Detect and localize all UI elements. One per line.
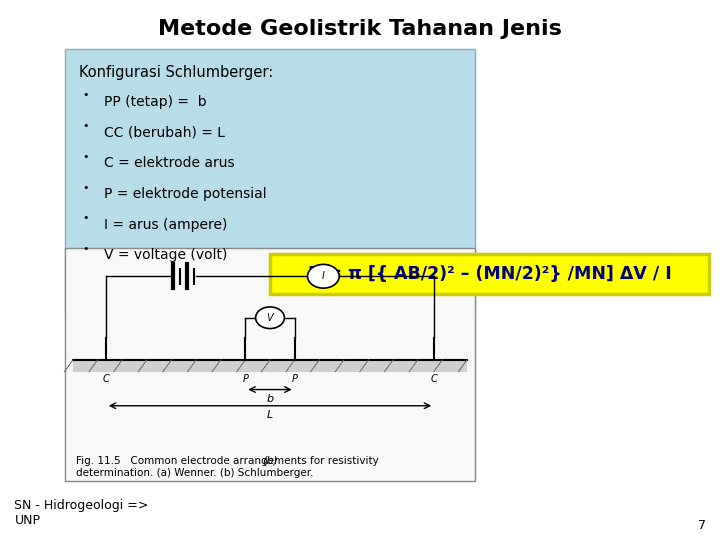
Text: 7: 7 (698, 519, 706, 532)
Text: V = voltage (volt): V = voltage (volt) (104, 248, 228, 262)
FancyBboxPatch shape (65, 248, 475, 481)
Text: C = elektrode arus: C = elektrode arus (104, 156, 235, 170)
Text: •: • (83, 213, 89, 224)
Text: (b): (b) (262, 455, 278, 465)
Text: •: • (83, 183, 89, 193)
Text: P = elektrode potensial: P = elektrode potensial (104, 187, 267, 201)
Text: CC (berubah) = L: CC (berubah) = L (104, 125, 225, 139)
Text: I = arus (ampere): I = arus (ampere) (104, 218, 228, 232)
Text: •: • (83, 90, 89, 100)
Text: SN - Hidrogeologi =>
UNP: SN - Hidrogeologi => UNP (14, 498, 149, 526)
Text: L: L (267, 410, 273, 420)
Text: Metode Geolistrik Tahanan Jenis: Metode Geolistrik Tahanan Jenis (158, 19, 562, 39)
Circle shape (256, 307, 284, 328)
Circle shape (307, 265, 339, 288)
Text: •: • (83, 121, 89, 131)
Text: •: • (83, 152, 89, 162)
Text: I: I (322, 271, 325, 281)
Text: PP (tetap) =  b: PP (tetap) = b (104, 94, 207, 109)
Bar (73, 360, 467, 372)
Text: P: P (292, 374, 297, 384)
Text: C: C (431, 374, 438, 384)
Text: b: b (266, 394, 274, 404)
FancyBboxPatch shape (65, 49, 475, 313)
Text: •: • (83, 244, 89, 254)
Text: Konfigurasi Schlumberger:: Konfigurasi Schlumberger: (79, 65, 274, 80)
Text: V: V (266, 313, 274, 323)
Text: Fig. 11.5   Common electrode arrangements for resistivity
determination. (a) Wen: Fig. 11.5 Common electrode arrangements … (76, 456, 378, 478)
Text: P: P (243, 374, 248, 384)
FancyBboxPatch shape (270, 254, 709, 294)
Text: R = π [{ AB/2)² – (MN/2)²} /MN] ΔV / I: R = π [{ AB/2)² – (MN/2)²} /MN] ΔV / I (307, 265, 672, 283)
Text: C: C (102, 374, 109, 384)
